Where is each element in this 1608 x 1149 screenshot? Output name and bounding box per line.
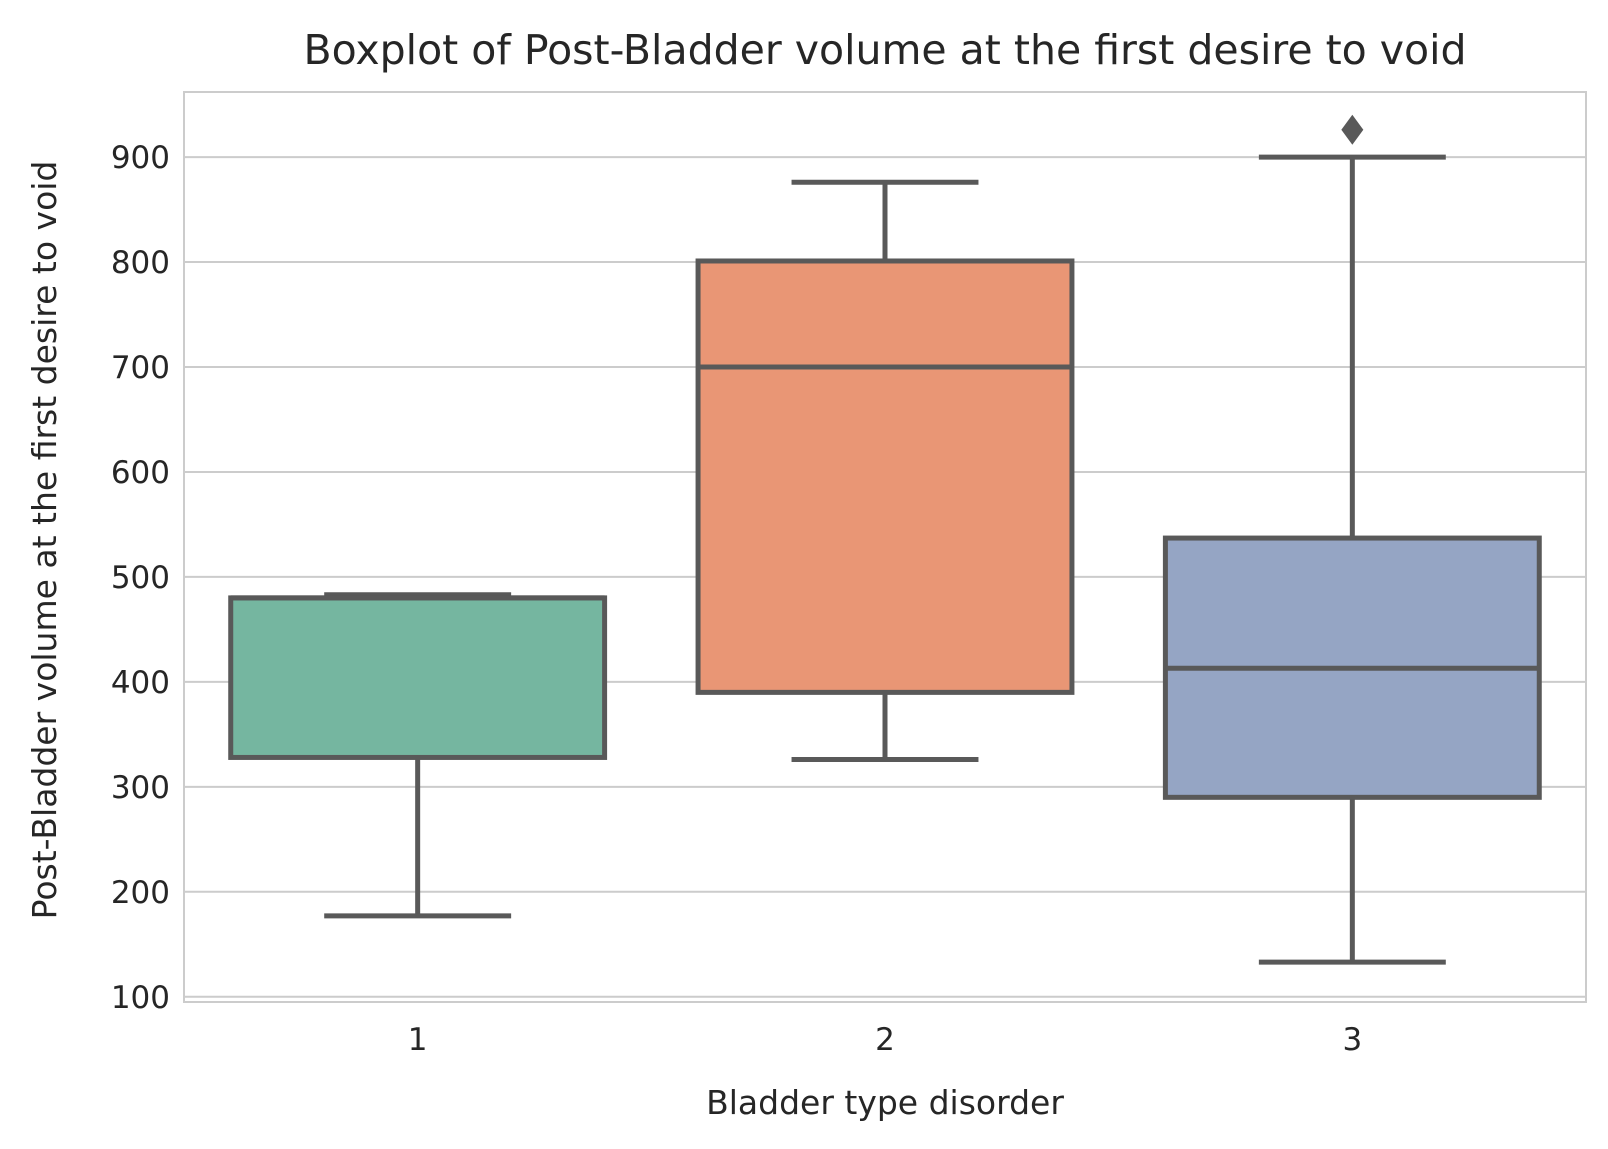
box-group-3: [1162, 114, 1542, 965]
x-tick-label: 1: [408, 1022, 428, 1058]
y-tick-label: 100: [111, 980, 170, 1016]
y-tick-label: 400: [111, 665, 170, 701]
box-group-2: [695, 179, 1075, 763]
y-tick-labels: 100 200 300 400 500 600 700 800 900: [111, 140, 170, 1016]
x-axis-label: Bladder type disorder: [706, 1083, 1064, 1122]
outlier-point: [1341, 114, 1364, 145]
y-tick-label: 200: [111, 875, 170, 911]
y-tick-label: 300: [111, 770, 170, 806]
box-group-1: [228, 592, 608, 919]
y-tick-label: 900: [111, 140, 170, 176]
y-tick-label: 600: [111, 455, 170, 491]
iqr-box: [228, 595, 608, 760]
y-tick-label: 800: [111, 245, 170, 281]
iqr-box: [695, 258, 1075, 695]
x-tick-labels: 1 2 3: [408, 1022, 1362, 1058]
y-axis-label: Post-Bladder volume at the first desire …: [25, 161, 64, 920]
chart-title: Boxplot of Post-Bladder volume at the fi…: [303, 26, 1466, 74]
y-tick-label: 500: [111, 560, 170, 596]
plot-frame: [183, 91, 1587, 1003]
x-tick-label: 2: [875, 1022, 895, 1058]
box-plot-boxes: [228, 114, 1542, 965]
y-tick-label: 700: [111, 350, 170, 386]
x-tick-label: 3: [1342, 1022, 1362, 1058]
